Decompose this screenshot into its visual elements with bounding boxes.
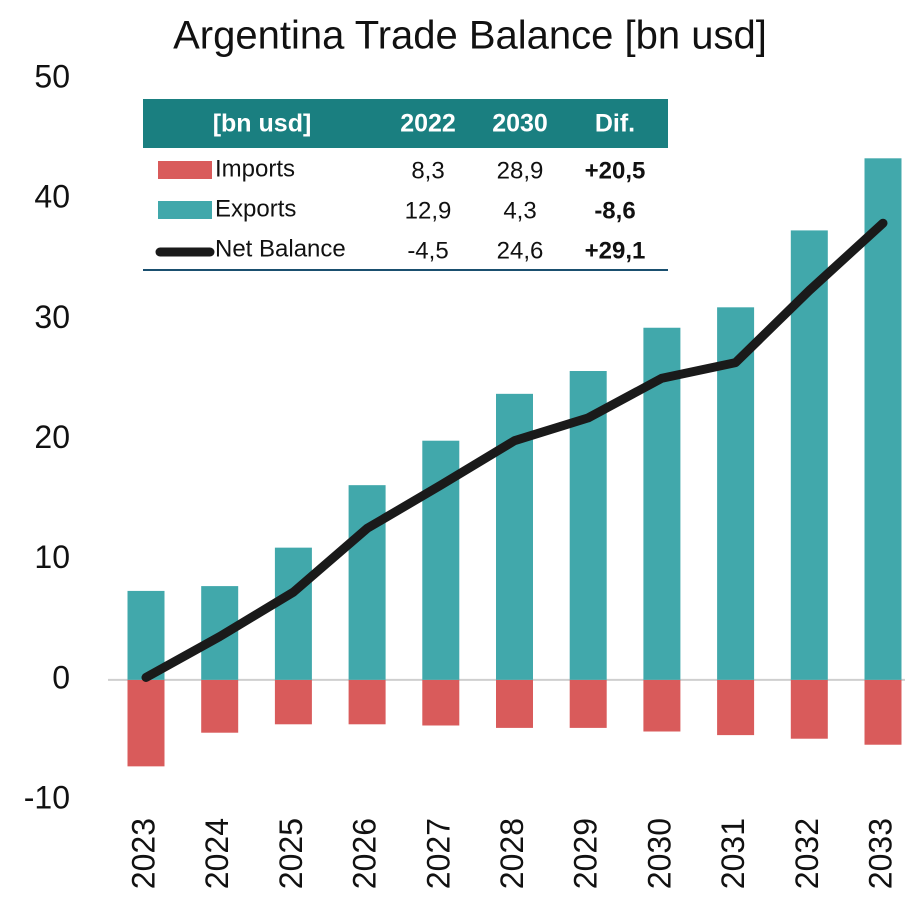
x-tick-label: 2033: [862, 818, 898, 889]
legend-label: Exports: [215, 195, 296, 222]
table-header-cell: [bn usd]: [213, 110, 312, 138]
x-tick-label: 2028: [494, 818, 530, 889]
table-cell: 4,3: [503, 197, 536, 224]
legend-label: Imports: [215, 155, 295, 182]
bar: [496, 679, 533, 728]
bar: [864, 158, 902, 680]
legend-swatch: [158, 201, 212, 219]
table-cell: 8,3: [411, 157, 444, 184]
bar: [348, 485, 386, 680]
y-tick-label: 0: [52, 659, 70, 695]
table-cell: +20,5: [585, 157, 646, 184]
bar: [790, 679, 828, 739]
bar: [274, 679, 312, 725]
x-tick-label: 2032: [789, 818, 825, 889]
bar: [127, 590, 165, 680]
table-cell: -4,5: [407, 237, 448, 264]
legend-label: Net Balance: [215, 235, 346, 262]
bar: [274, 547, 312, 680]
table-cell: 12,9: [405, 197, 452, 224]
table-header-cell: 2022: [400, 110, 456, 138]
table-cell: -8,6: [594, 197, 635, 224]
y-tick-label: 10: [34, 539, 70, 575]
bar: [422, 679, 460, 726]
x-tick-label: 2029: [568, 818, 604, 889]
y-tick-label: -10: [24, 779, 70, 815]
bar: [348, 679, 386, 725]
x-tick-label: 2027: [420, 818, 456, 889]
bar: [643, 679, 681, 732]
y-tick-label: 30: [34, 299, 70, 335]
x-tick-label: 2026: [347, 818, 383, 889]
bar: [201, 679, 239, 733]
bar: [127, 679, 165, 767]
y-tick-label: 40: [34, 179, 70, 215]
table-header-cell: 2030: [492, 110, 548, 138]
x-tick-label: 2031: [715, 818, 751, 889]
bar: [864, 679, 902, 745]
chart-title: Argentina Trade Balance [bn usd]: [173, 14, 767, 58]
table-header: [143, 99, 668, 148]
x-tick-label: 2025: [273, 818, 309, 889]
bar: [717, 679, 755, 736]
x-tick-label: 2024: [199, 818, 235, 889]
table-cell: 28,9: [497, 157, 544, 184]
legend-swatch: [158, 161, 212, 179]
bar: [569, 679, 607, 728]
x-tick-label: 2030: [641, 818, 677, 889]
y-tick-label: 20: [34, 419, 70, 455]
y-tick-label: 50: [34, 58, 70, 94]
line: [141, 218, 888, 682]
table-header-cell: Dif.: [595, 110, 635, 138]
table-cell: 24,6: [497, 237, 544, 264]
x-tick-label: 2023: [125, 818, 161, 889]
table-cell: +29,1: [585, 237, 646, 264]
